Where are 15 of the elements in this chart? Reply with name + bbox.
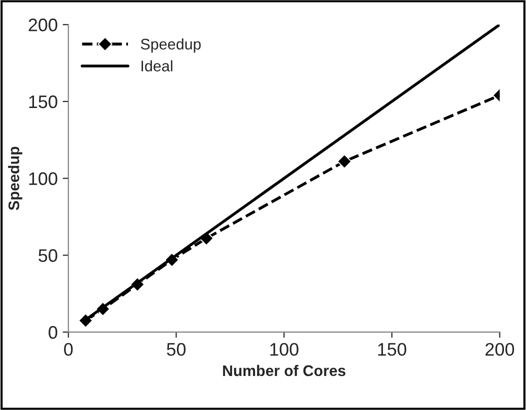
y-tick-label: 150 — [29, 95, 58, 108]
legend-label: Speedup — [140, 38, 201, 53]
x-tick-label: 200 — [486, 342, 514, 356]
x-tick-label: 0 — [64, 342, 73, 356]
x-tick-label: 150 — [378, 342, 406, 356]
x-tick-label: 100 — [270, 342, 298, 356]
x-axis-title: Number of Cores — [223, 364, 346, 376]
y-tick-label: 100 — [29, 172, 58, 186]
point — [337, 154, 352, 169]
x-tick-label: 50 — [166, 342, 186, 356]
y-tick-label: 0 — [48, 326, 58, 339]
y-tick-label: 200 — [28, 18, 58, 32]
y-tick-label: 50 — [38, 249, 58, 262]
legend-label: Ideal — [142, 60, 172, 72]
y-axis-title: Speedup — [8, 146, 22, 210]
